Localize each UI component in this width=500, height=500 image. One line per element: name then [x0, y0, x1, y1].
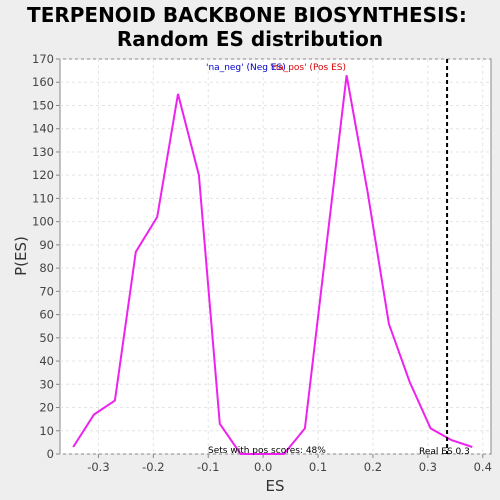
y-tick-label: 70: [39, 284, 54, 298]
y-tick-label: 100: [32, 215, 54, 229]
y-tick-label: 160: [32, 75, 54, 89]
y-tick-label: 170: [32, 52, 54, 66]
x-tick-label: -0.1: [197, 460, 219, 474]
legend-pos-label: 'na_pos' (Pos ES): [270, 63, 346, 73]
y-tick-label: 20: [39, 401, 54, 415]
y-tick-label: 50: [39, 331, 54, 345]
y-tick-label: 130: [32, 145, 54, 159]
x-tick-label: -0.3: [87, 460, 109, 474]
y-tick-label: 110: [32, 191, 54, 205]
x-axis-label: ES: [266, 477, 285, 495]
y-tick-label: 150: [32, 98, 54, 112]
chart-title-line1: TERPENOID BACKBONE BIOSYNTHESIS:: [27, 3, 467, 27]
plot-area: [59, 58, 492, 455]
x-tick-label: 0.4: [474, 460, 492, 474]
y-tick-label: 80: [39, 261, 54, 275]
y-tick-label: 40: [39, 354, 54, 368]
legend: 'na_neg' (Neg ES) 'na_pos' (Pos ES): [206, 63, 346, 73]
x-axis: -0.3 -0.2 -0.1 0.0 0.1 0.2 0.3 0.4: [87, 454, 492, 474]
y-tick-label: 30: [39, 377, 54, 391]
x-tick-label: 0.2: [364, 460, 382, 474]
y-tick-label: 120: [32, 168, 54, 182]
x-tick-label: 0.3: [419, 460, 437, 474]
x-tick-label: 0.1: [309, 460, 327, 474]
x-tick-label: 0.0: [254, 460, 272, 474]
chart-title-line2: Random ES distribution: [117, 27, 383, 51]
y-tick-label: 10: [39, 424, 54, 438]
y-tick-label: 60: [39, 308, 54, 322]
real-es-label: Real ES 0.3: [419, 447, 470, 457]
series-line: [72, 75, 473, 455]
legend-neg-label: 'na_neg' (Neg ES): [206, 63, 286, 73]
y-axis-label: P(ES): [12, 236, 30, 276]
pos-scores-annotation: Sets with pos scores: 48%: [208, 446, 326, 456]
y-tick-label: 140: [32, 122, 54, 136]
y-tick-label: 90: [39, 238, 54, 252]
y-axis: 0 10 20 30 40 50 60 70 80 90 100 110 120 130 140 150 160…: [32, 52, 60, 461]
y-tick-label: 0: [47, 447, 54, 461]
x-tick-label: -0.2: [142, 460, 164, 474]
